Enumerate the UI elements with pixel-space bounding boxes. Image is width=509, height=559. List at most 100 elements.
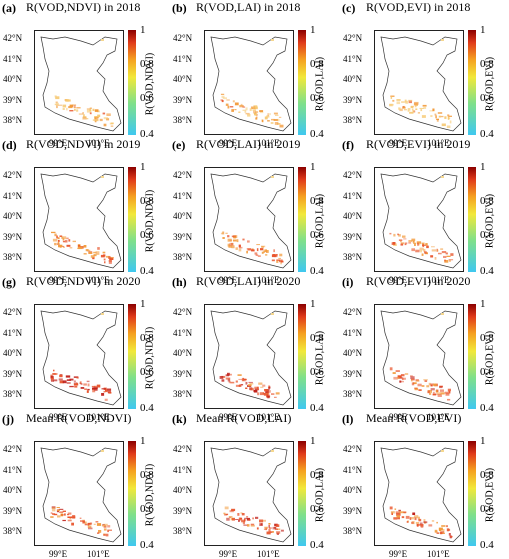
latitude-label: 41°N [173, 328, 193, 338]
correlation-pixel [423, 107, 427, 109]
correlation-pixel [276, 528, 281, 530]
correlation-pixel [265, 391, 269, 394]
correlation-pixel [55, 96, 60, 100]
colorbar-tick-label: 0.8 [480, 195, 494, 207]
panel-label: (k) [172, 412, 187, 426]
study-area-map [380, 310, 462, 406]
map-frame [374, 167, 464, 272]
latitude-label: 38°N [343, 526, 363, 536]
correlation-pixel [236, 239, 239, 243]
correlation-pixel [57, 104, 63, 106]
correlation-pixel [278, 257, 281, 259]
correlation-pixel [408, 240, 413, 242]
correlation-pixel [50, 512, 53, 514]
latitude-label: 38°N [173, 389, 193, 399]
correlation-pixel [398, 107, 401, 110]
correlation-pixel [105, 255, 111, 258]
correlation-pixel [271, 176, 274, 178]
correlation-pixel [231, 109, 234, 112]
correlation-pixel [66, 107, 68, 111]
colorbar-title-text: R(VOD,EVI) [484, 467, 496, 523]
correlation-pixel [222, 231, 225, 235]
correlation-pixel [412, 110, 415, 113]
latitude-label: 39°N [173, 232, 193, 242]
colorbar-tick-label: 0.6 [140, 366, 154, 378]
latitude-label: 38°N [3, 526, 23, 536]
correlation-pixel [57, 242, 60, 245]
correlation-pixel [235, 380, 238, 383]
correlation-pixel [431, 246, 435, 248]
study-area-map [40, 36, 122, 132]
colorbar-title-text: R(VOD,NDVI) [144, 326, 156, 390]
correlation-pixel [224, 514, 228, 516]
longitude-label: 101°E [257, 275, 280, 285]
correlation-pixel [235, 384, 240, 387]
correlation-pixel [93, 523, 96, 525]
correlation-pixel [82, 520, 85, 524]
correlation-pixel [68, 239, 71, 242]
latitude-label: 39°N [343, 506, 363, 516]
correlation-pixel [441, 525, 446, 527]
correlation-pixel [73, 107, 76, 109]
correlation-pixel [64, 513, 66, 516]
correlation-pixel [242, 106, 246, 108]
correlation-pixel [232, 517, 235, 521]
correlation-pixel [108, 260, 112, 262]
correlation-pixel [62, 108, 65, 110]
basin-boundary [40, 310, 122, 406]
latitude-label: 40°N [3, 74, 23, 84]
correlation-pixel [59, 235, 63, 237]
colorbar-tick-label: 0.8 [140, 195, 154, 207]
correlation-pixel [401, 101, 405, 103]
correlation-pixel [274, 122, 279, 125]
correlation-pixel [220, 99, 223, 101]
map-frame [374, 441, 464, 546]
latitude-label: 39°N [173, 506, 193, 516]
correlation-pixel [272, 531, 274, 533]
correlation-pixel [413, 515, 419, 519]
correlation-pixel [103, 528, 107, 531]
correlation-pixel [421, 242, 425, 245]
correlation-pixel [72, 516, 76, 519]
correlation-pixel [435, 115, 437, 119]
colorbar-tick-label: 1 [310, 435, 316, 447]
correlation-pixel [402, 377, 406, 380]
correlation-pixel [227, 243, 231, 247]
correlation-pixel [240, 103, 243, 106]
correlation-pixel [66, 382, 71, 384]
colorbar-tick-label: 1 [480, 435, 486, 447]
correlation-pixel [258, 382, 263, 385]
correlation-pixel [426, 245, 429, 249]
correlation-pixel [89, 522, 93, 525]
correlation-pixel [62, 245, 65, 247]
longitude-label: 99°E [219, 412, 238, 422]
correlation-pixel [93, 387, 98, 389]
correlation-pixel [101, 388, 106, 390]
correlation-pixel [101, 313, 104, 315]
correlation-pixel [248, 381, 253, 383]
correlation-pixel [411, 379, 413, 382]
correlation-pixel [417, 242, 419, 246]
map-frame [204, 441, 294, 546]
correlation-pixel [228, 516, 233, 518]
correlation-pixel [413, 102, 418, 106]
correlation-pixel [94, 116, 99, 119]
correlation-pixel [243, 524, 248, 526]
panel-label: (i) [342, 275, 354, 289]
panel-label: (h) [172, 275, 187, 289]
correlation-pixel [268, 387, 270, 390]
correlation-pixel [246, 248, 252, 250]
correlation-pixel [223, 512, 226, 515]
correlation-pixel [410, 106, 414, 109]
correlation-pixel [54, 233, 57, 237]
correlation-pixel [53, 373, 58, 375]
map-panel: (c) R(VOD,EVI) in 2018 42°N 41°N 40°N 39°N 38°… [340, 0, 509, 148]
correlation-pixel [411, 108, 414, 111]
correlation-pixel [239, 384, 242, 387]
colorbar [298, 167, 306, 272]
correlation-pixel [50, 516, 54, 518]
correlation-pixel [270, 122, 274, 124]
correlation-pixel [411, 521, 414, 524]
correlation-pixel [421, 385, 425, 387]
correlation-pixel [103, 117, 109, 120]
